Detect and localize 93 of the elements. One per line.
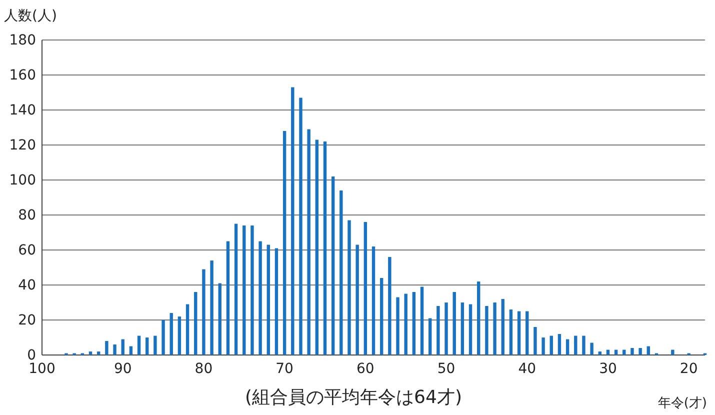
bar — [606, 350, 610, 355]
x-tick-label: 20 — [680, 360, 698, 377]
bar — [412, 292, 416, 355]
y-tick-label: 60 — [18, 242, 36, 258]
y-axis-title: 人数(人) — [4, 8, 57, 24]
bar — [534, 327, 537, 355]
bar — [113, 344, 116, 355]
y-tick-label: 0 — [27, 347, 36, 364]
bar — [493, 302, 496, 355]
bar — [105, 341, 108, 355]
bar — [428, 318, 432, 355]
y-tick-label: 100 — [9, 172, 36, 188]
bar — [388, 257, 392, 355]
bar — [558, 334, 562, 355]
bar — [97, 352, 100, 355]
bar — [234, 224, 238, 355]
x-tick-label: 50 — [437, 360, 456, 377]
x-tick-label: 100 — [28, 360, 56, 377]
bar — [420, 286, 424, 355]
bar — [526, 311, 529, 355]
bar — [282, 131, 286, 355]
x-axis-title: 年令(才) — [658, 396, 707, 411]
bar — [146, 338, 149, 355]
bar — [250, 226, 254, 355]
y-tick-label: 20 — [18, 312, 36, 328]
bar — [477, 282, 480, 355]
x-tick-label: 70 — [276, 360, 294, 377]
bar — [218, 283, 222, 355]
bar — [226, 241, 230, 355]
bar — [550, 336, 553, 355]
bar — [630, 348, 634, 355]
y-tick-label: 140 — [9, 102, 36, 118]
bar — [323, 142, 327, 355]
bar — [404, 294, 408, 355]
y-tick-label: 180 — [9, 32, 36, 48]
y-tick-label: 120 — [9, 137, 36, 154]
bar — [307, 129, 310, 355]
x-tick-label: 60 — [356, 360, 374, 377]
bar — [315, 140, 318, 355]
y-tick-label: 160 — [9, 67, 36, 84]
bar — [258, 241, 262, 355]
bar — [566, 339, 570, 355]
x-tick-label: 90 — [114, 360, 132, 377]
bar — [242, 226, 246, 355]
bar — [485, 306, 488, 355]
y-tick-label: 40 — [18, 277, 36, 294]
bar — [590, 342, 594, 355]
x-tick-label: 30 — [599, 360, 617, 377]
bar — [129, 346, 133, 355]
bar — [210, 260, 214, 355]
x-tick-label: 80 — [194, 360, 213, 377]
bar — [154, 336, 157, 355]
bar — [574, 336, 578, 355]
bar — [452, 292, 456, 355]
bar — [364, 222, 368, 355]
bar — [356, 244, 359, 355]
bar — [194, 292, 198, 355]
bar — [444, 302, 448, 355]
y-tick-label: 80 — [18, 207, 36, 224]
bar — [436, 306, 440, 355]
bar — [501, 299, 504, 355]
bar — [542, 338, 545, 355]
bar — [380, 278, 384, 355]
bar — [646, 346, 650, 355]
bar — [396, 297, 400, 355]
bar — [638, 348, 642, 355]
bar — [331, 176, 335, 355]
text: (組合員の平均年令は64才) — [245, 387, 462, 408]
bar — [162, 320, 165, 355]
bar — [137, 336, 141, 355]
bar — [460, 302, 464, 355]
bar — [291, 87, 294, 355]
bar — [671, 350, 674, 355]
bar — [299, 98, 302, 355]
bar — [372, 246, 376, 355]
bar — [622, 350, 626, 355]
bar — [509, 310, 513, 355]
bar — [348, 220, 351, 355]
bar — [202, 269, 206, 355]
bar — [274, 248, 278, 355]
bar — [266, 244, 270, 355]
bar — [186, 304, 190, 355]
bar — [582, 336, 586, 355]
bar — [88, 352, 92, 355]
bar — [178, 316, 182, 355]
bar — [340, 190, 343, 355]
bar — [614, 350, 618, 355]
x-tick-label: 40 — [518, 360, 536, 377]
bar — [598, 352, 602, 355]
bar — [468, 304, 472, 355]
bar — [170, 313, 173, 355]
bar — [517, 311, 521, 355]
bar — [121, 339, 124, 355]
